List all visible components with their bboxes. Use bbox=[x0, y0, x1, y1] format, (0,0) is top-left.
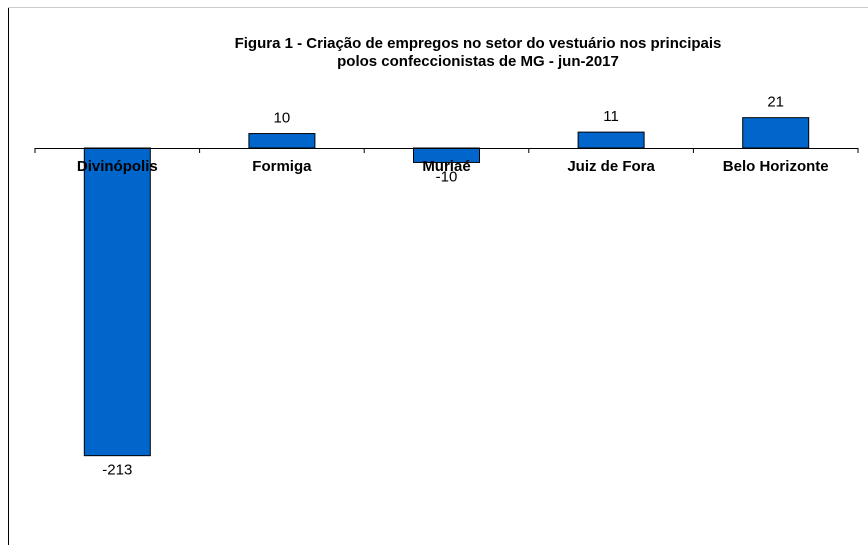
data-label: 21 bbox=[767, 94, 784, 111]
x-tick-label: Juiz de Fora bbox=[567, 158, 655, 175]
bar bbox=[577, 131, 645, 149]
bar bbox=[742, 117, 810, 149]
bar bbox=[83, 147, 151, 457]
data-label: -10 bbox=[436, 168, 458, 185]
data-label: 10 bbox=[274, 110, 291, 127]
bar bbox=[248, 133, 316, 149]
x-tick-label: Belo Horizonte bbox=[723, 158, 829, 175]
chart-title: Figura 1 - Criação de empregos no setor … bbox=[235, 35, 722, 52]
x-tick-label: Muriaé bbox=[422, 158, 470, 175]
data-label: -213 bbox=[102, 462, 132, 479]
x-tick-label: Formiga bbox=[252, 158, 312, 175]
x-tick-label: Divinópolis bbox=[77, 158, 158, 175]
chart-title: polos confeccionistas de MG - jun-2017 bbox=[337, 53, 619, 70]
data-label: 11 bbox=[603, 108, 619, 125]
